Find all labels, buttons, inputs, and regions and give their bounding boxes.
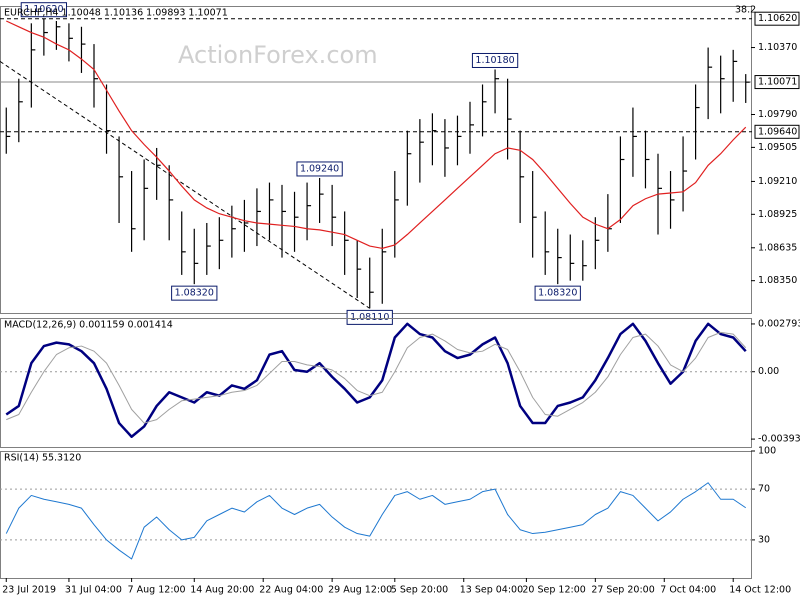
series-line <box>6 331 747 424</box>
panel-title: RSI(14) 55.3120 <box>4 453 81 464</box>
annotation-box <box>534 285 581 301</box>
annotation-box <box>171 285 218 301</box>
annotation-label: 1.09240 <box>300 163 339 174</box>
x-tick-label: 31 Jul 04:00 <box>65 585 122 596</box>
x-tick-label: 13 Sep 04:00 <box>460 585 523 596</box>
panel-frame <box>0 318 752 448</box>
panel-frame <box>0 451 752 579</box>
x-tick-label: 22 Aug 04:00 <box>259 585 323 596</box>
y-tick-label: 0.002793 <box>758 318 800 329</box>
annotation-box <box>296 161 343 177</box>
series-line <box>5 322 747 438</box>
y-tick-label: 70 <box>758 484 770 495</box>
panel-title: EURCHF,H4 1.10048 1.10136 1.09893 1.1007… <box>4 8 228 19</box>
annotation-label: 1.08320 <box>175 288 214 299</box>
annotation-label: 1.10180 <box>475 55 514 66</box>
x-tick-label: 7 Aug 12:00 <box>128 585 186 596</box>
watermark: ActionForex.com <box>178 41 378 69</box>
y-tick-label: 1.09505 <box>758 142 797 153</box>
level-label: 1.10071 <box>758 77 797 88</box>
x-tick-label: 14 Oct 12:00 <box>729 585 791 596</box>
level-box <box>754 75 800 90</box>
level-box <box>754 11 800 26</box>
y-tick-label: 1.09210 <box>758 176 797 187</box>
annotation-box <box>471 52 519 68</box>
y-tick-label: 100 <box>758 446 776 457</box>
y-tick-label: 1.08350 <box>758 275 797 286</box>
annotation-label: 1.10620 <box>24 4 63 15</box>
x-tick-label: 20 Sep 12:00 <box>522 585 585 596</box>
y-tick-label: 1.08925 <box>758 209 797 220</box>
annotation-box <box>20 2 68 18</box>
x-tick-label: 7 Oct 04:00 <box>660 585 716 596</box>
y-tick-label: 1.09790 <box>758 109 797 120</box>
panel-title: MACD(12,26,9) 0.001159 0.001414 <box>4 320 173 331</box>
level-box <box>754 124 800 139</box>
y-tick-label: 1.10370 <box>758 42 797 53</box>
y-tick-label: 30 <box>758 534 770 545</box>
x-tick-label: 27 Sep 20:00 <box>591 585 654 596</box>
level-label: 1.10620 <box>758 13 797 24</box>
annotation-label: 1.08110 <box>350 312 389 323</box>
x-tick-label: 29 Aug 12:00 <box>328 585 392 596</box>
y-tick-label: 0.00 <box>758 366 779 377</box>
series-line <box>5 482 747 560</box>
x-tick-label: 14 Aug 20:00 <box>190 585 254 596</box>
x-tick-label: 23 Jul 2019 <box>2 585 56 596</box>
trendline <box>0 60 371 309</box>
x-tick-label: 5 Sep 20:00 <box>391 585 448 596</box>
y-tick-label: 1.08635 <box>758 242 797 253</box>
annotation-box <box>346 309 393 325</box>
y-tick-label: -0.003938 <box>758 434 800 445</box>
moving-average <box>6 20 747 249</box>
corner-label: 38.2 <box>735 5 756 16</box>
annotation-label: 1.08320 <box>538 288 577 299</box>
level-label: 1.09640 <box>758 126 797 137</box>
